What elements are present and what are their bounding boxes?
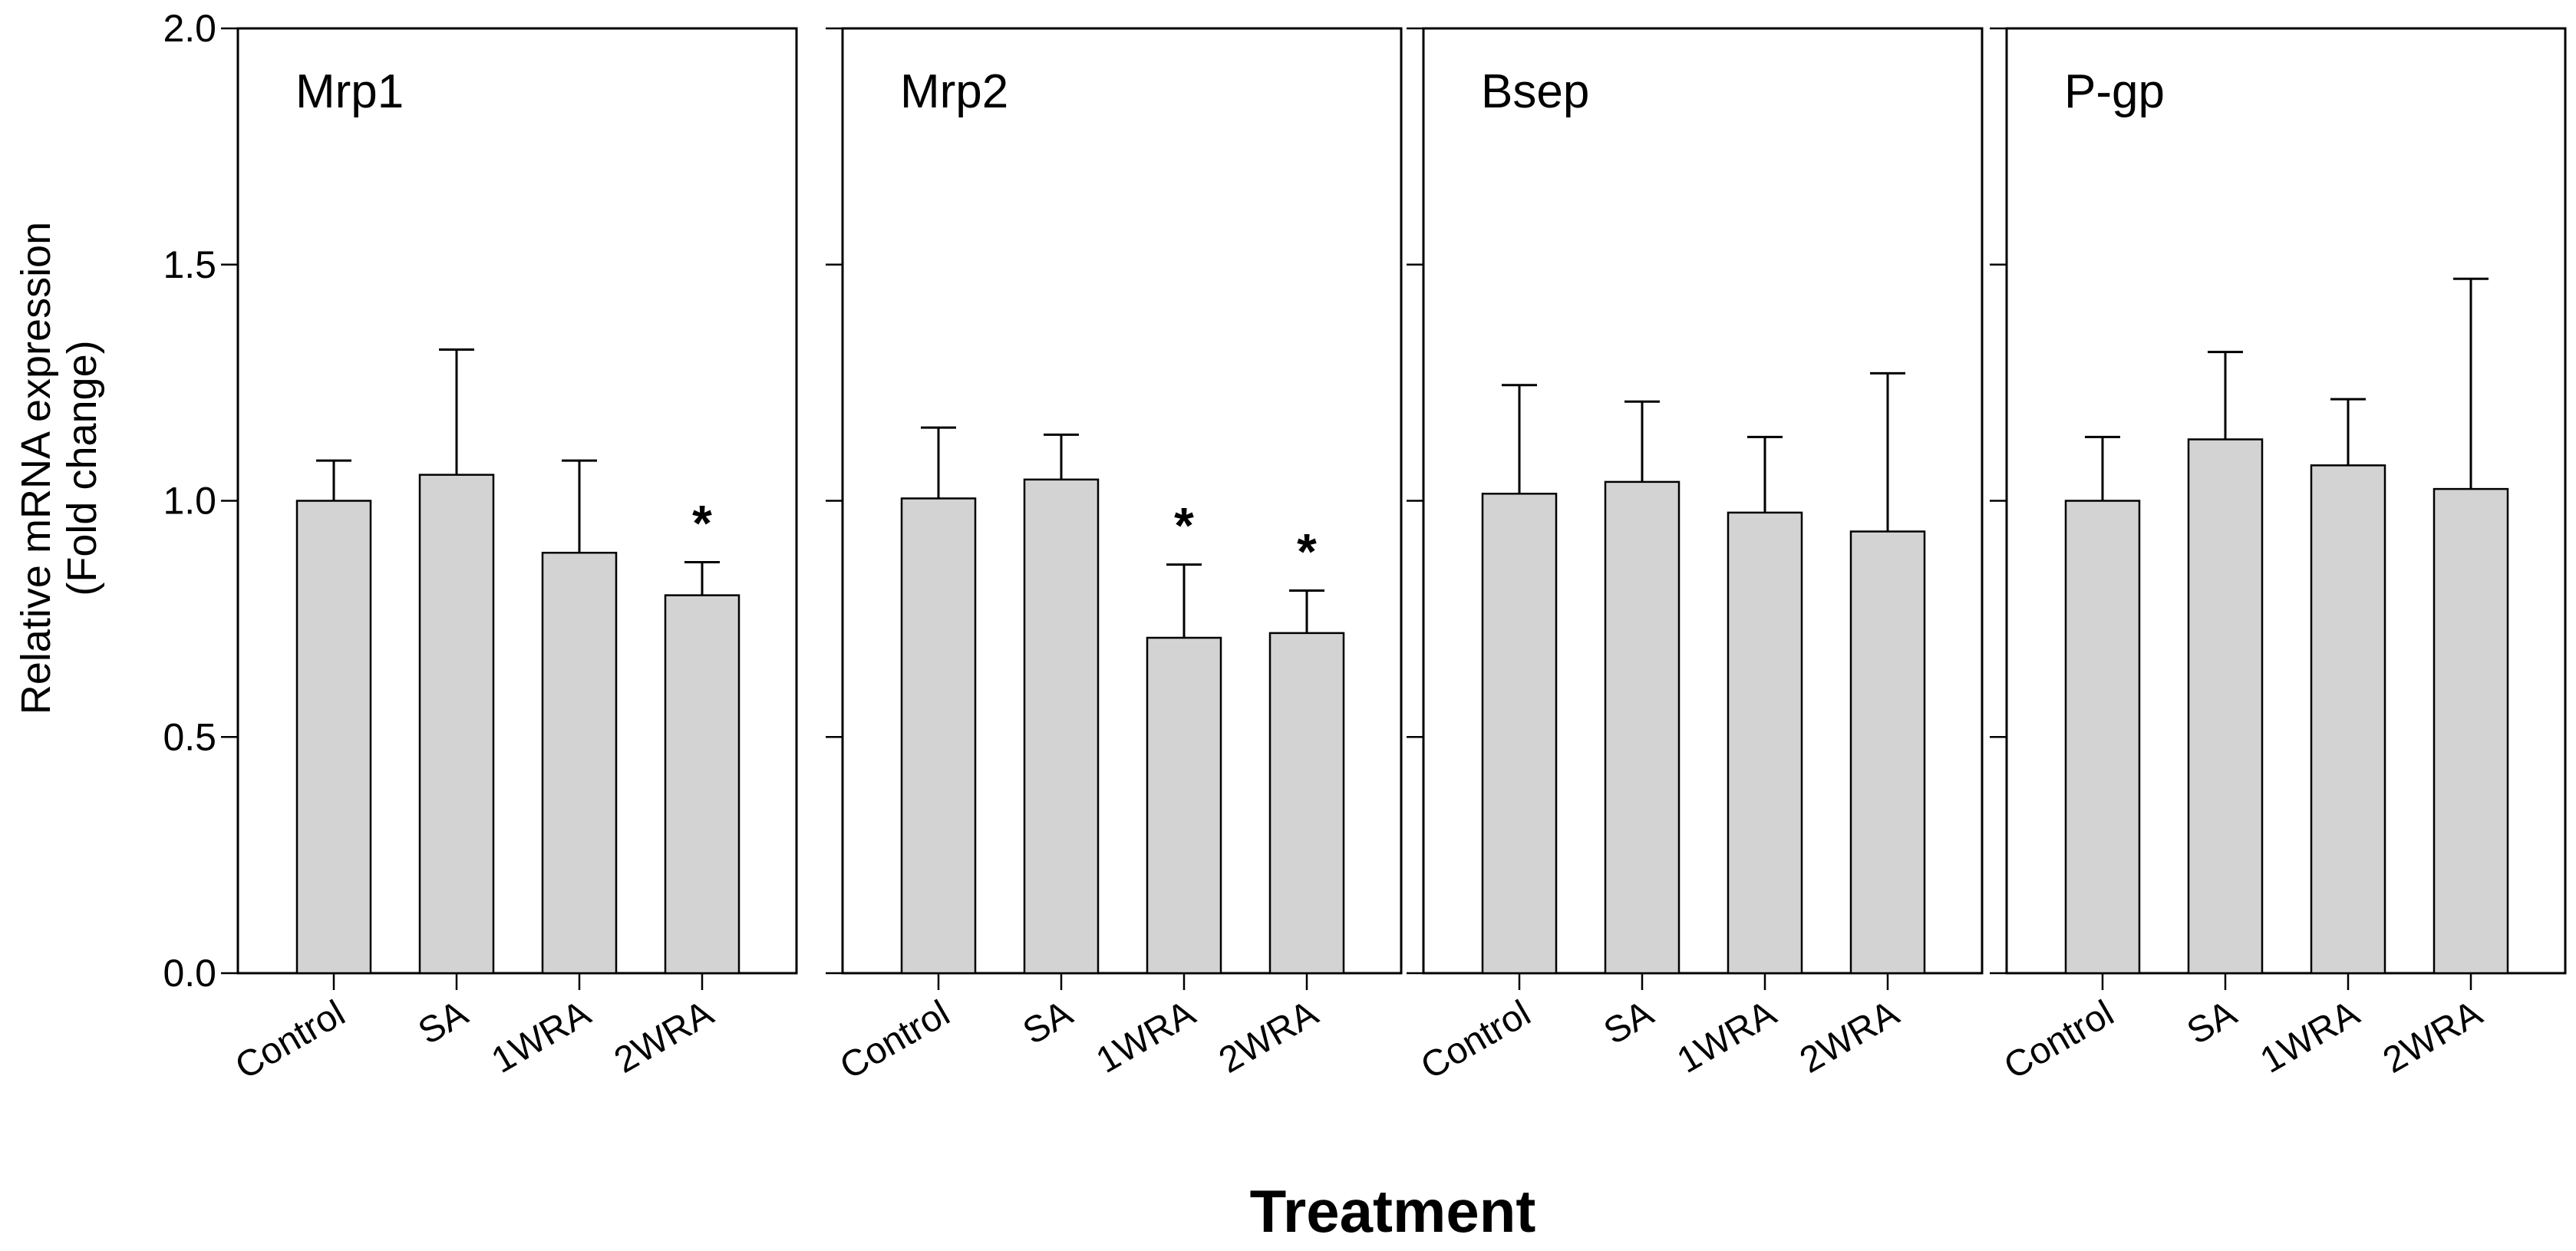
x-tick-label-sa: SA (412, 993, 475, 1053)
x-tick-label-2wra: 2WRA (1212, 993, 1325, 1081)
x-tick-label-control: Control (1997, 993, 2121, 1088)
bar-1wra (2310, 464, 2386, 975)
x-tick-label-2wra: 2WRA (1793, 993, 1906, 1081)
y-tick-label: 1.0 (163, 480, 216, 523)
bar-sa (1023, 478, 1100, 975)
bar-2wra (1849, 530, 1926, 975)
y-axis-label-line-2: (Fold change) (59, 340, 105, 596)
bar-control (2064, 500, 2141, 975)
significance-marker: * (692, 495, 712, 552)
significance-marker: * (1297, 523, 1317, 579)
bar-2wra (1268, 632, 1345, 975)
x-tick-label-2wra: 2WRA (2376, 993, 2489, 1081)
x-tick-label-sa: SA (1598, 993, 1661, 1053)
panel-bsep: Bsep Control SA 1WRA 2WRA (1407, 27, 1984, 1088)
bar-sa (2187, 438, 2264, 975)
y-tick-label: 0.5 (163, 715, 216, 758)
x-tick-label-sa: SA (1017, 993, 1080, 1053)
bar-control (900, 497, 977, 975)
bar-2wra (2433, 487, 2509, 975)
panel-title: Bsep (1481, 65, 1589, 118)
x-tick-label-1wra: 1WRA (485, 993, 598, 1081)
significance-marker: * (1174, 497, 1194, 554)
bar-sa (1604, 480, 1681, 975)
bar-sa (418, 474, 495, 975)
x-tick-label-1wra: 1WRA (1090, 993, 1202, 1081)
y-axis-label-line-1: Relative mRNA expression (13, 222, 59, 715)
y-tick-label: 0.0 (163, 952, 216, 995)
x-tick-label-sa: SA (2181, 993, 2244, 1053)
x-tick-label-control: Control (229, 993, 352, 1088)
x-tick-label-1wra: 1WRA (1671, 993, 1783, 1081)
bar-2wra (664, 594, 740, 975)
y-tick-label: 2.0 (163, 7, 216, 50)
panel-title: Mrp2 (900, 65, 1008, 118)
bar-1wra (1146, 636, 1222, 975)
bar-1wra (1727, 511, 1803, 975)
bar-1wra (541, 551, 618, 975)
panel-mrp2: Mrp2 Control SA * 1WRA * 2WRA (826, 27, 1403, 1088)
x-tick-label-control: Control (1414, 993, 1538, 1088)
y-tick-label: 1.5 (163, 243, 216, 286)
x-tick-label-control: Control (833, 993, 957, 1088)
x-tick-label-1wra: 1WRA (2254, 993, 2367, 1081)
bar-control (295, 500, 372, 975)
bar-control (1481, 493, 1558, 975)
panel-mrp1: Mrp1 Control SA 1WRA * 2WRA (221, 27, 798, 1088)
panel-p-gp: P-gp Control SA 1WRA 2WRA (1990, 27, 2567, 1088)
panel-title: Mrp1 (295, 65, 404, 118)
panel-title: P-gp (2064, 65, 2165, 118)
y-axis: 0.0 0.5 1.0 1.5 2.0 (163, 7, 216, 995)
x-tick-label-2wra: 2WRA (608, 993, 721, 1081)
x-axis-title: Treatment (1250, 1177, 1536, 1245)
